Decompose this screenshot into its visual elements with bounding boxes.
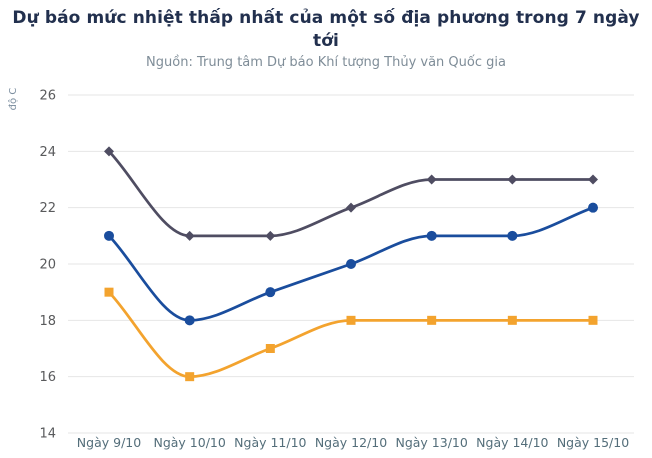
data-point-circle[interactable] (104, 230, 114, 241)
y-tick-label: 24 (39, 145, 56, 160)
x-tick-label: Ngày 10/10 (153, 435, 225, 450)
series-line-square (107, 290, 595, 379)
data-point-circle[interactable] (507, 230, 518, 241)
data-point-square[interactable] (265, 344, 275, 353)
chart-subtitle: Nguồn: Trung tâm Dự báo Khí tượng Thủy v… (146, 55, 506, 70)
data-point-circle[interactable] (588, 202, 598, 213)
data-point-square[interactable] (346, 315, 356, 325)
chart-title: Dự báo mức nhiệt thấp nhất của một số đị… (12, 8, 640, 51)
y-tick-label: 20 (39, 258, 56, 273)
series-line-diamond (107, 149, 595, 238)
y-tick-label: 14 (39, 427, 56, 442)
y-tick-label: 26 (39, 89, 56, 104)
x-tick-label: Ngày 14/10 (476, 435, 548, 450)
y-tick-label: 16 (39, 370, 56, 385)
data-point-square[interactable] (588, 315, 598, 325)
x-tick-label: Ngày 13/10 (395, 435, 467, 450)
data-point-circle[interactable] (265, 287, 276, 298)
data-point-circle[interactable] (346, 259, 356, 269)
x-tick-label: Ngày 11/10 (234, 435, 306, 450)
data-point-circle[interactable] (426, 230, 437, 241)
data-point-diamond[interactable] (588, 174, 598, 185)
x-tick-label: Ngày 12/10 (315, 435, 387, 450)
data-point-square[interactable] (104, 287, 114, 297)
x-tick-label: Ngày 15/10 (557, 435, 629, 450)
data-point-square[interactable] (185, 372, 195, 382)
data-point-diamond[interactable] (184, 230, 195, 241)
y-axis-title: độ C (7, 88, 19, 111)
temperature-forecast-line-chart: 26 24 22 20 18 16 14 độ C Ngày 9/10 Ngày 10/10 Ngà… (7, 88, 634, 450)
data-point-square[interactable] (507, 315, 517, 325)
data-point-diamond[interactable] (507, 174, 518, 185)
data-point-diamond[interactable] (346, 202, 356, 213)
data-point-diamond[interactable] (104, 146, 114, 157)
x-tick-label: Ngày 9/10 (77, 435, 141, 450)
y-tick-label: 18 (39, 314, 56, 329)
y-tick-label: 22 (39, 201, 56, 216)
data-point-diamond[interactable] (265, 230, 276, 241)
data-point-diamond[interactable] (426, 174, 437, 185)
chart-header: Dự báo mức nhiệt thấp nhất của một số đị… (0, 0, 652, 72)
data-point-square[interactable] (427, 315, 437, 325)
data-point-circle[interactable] (184, 315, 195, 326)
